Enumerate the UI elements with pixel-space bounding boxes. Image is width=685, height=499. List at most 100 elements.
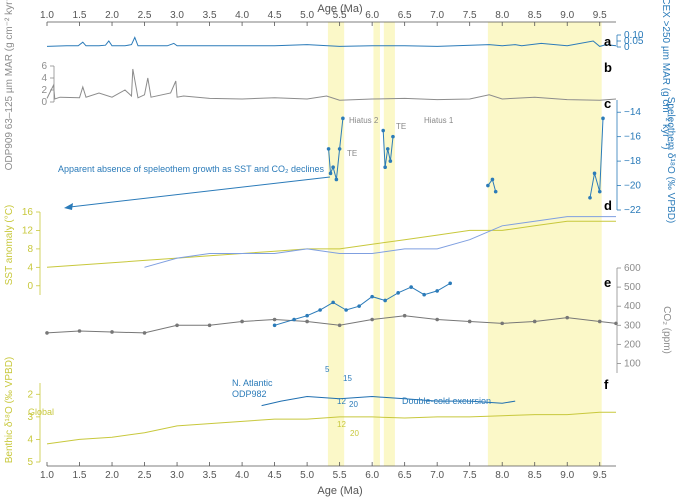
x-tick-label: 4.5: [268, 10, 282, 21]
panel-f-letter: f: [604, 377, 609, 392]
panel-e-point: [383, 298, 387, 303]
panel-e-point: [207, 323, 212, 328]
x-tick-label: 5.0: [300, 470, 314, 481]
x-tick-label: 9.5: [593, 10, 607, 21]
panel-a-ylabel: ACEX >250 µm MAR (g cm⁻² kyr⁻¹): [660, 0, 671, 149]
panel-b-letter: b: [604, 60, 612, 75]
panel-c-point: [391, 134, 395, 139]
panel-e-y-tick-label: 500: [624, 282, 641, 293]
panel-e-point: [532, 319, 537, 324]
panel-e-point: [344, 308, 348, 312]
x-tick-label: 3.5: [203, 10, 217, 21]
shaded-interval-0: [327, 22, 345, 466]
panel-f-y-tick-label: 3: [27, 412, 33, 423]
panel-d-y-tick-label: 8: [27, 244, 33, 255]
x-tick-label: 8.0: [495, 470, 509, 481]
x-tick-label: 2.5: [138, 470, 152, 481]
x-tick-label: 8.5: [528, 470, 542, 481]
panel-e-ylabel: CO₂ (ppm): [661, 306, 672, 354]
x-tick-label: 9.0: [560, 470, 574, 481]
panel-e-point: [565, 315, 570, 320]
label-site: ODP982: [232, 389, 267, 399]
panel-e-point: [305, 319, 309, 324]
panel-e-point: [396, 291, 400, 295]
x-tick-label: 7.0: [430, 470, 444, 481]
x-tick-label: 9.5: [593, 470, 607, 481]
x-tick-label: 4.0: [235, 10, 249, 21]
panel-e-y-tick-label: 600: [624, 263, 641, 274]
x-tick-label: 1.0: [40, 10, 54, 21]
panel-b-y-tick-label: 2: [41, 85, 47, 96]
shaded-intervals: [327, 22, 602, 466]
panel-c-point: [592, 171, 597, 176]
panel-c-point: [326, 147, 331, 151]
panel-e-point: [467, 319, 472, 324]
panel-d-y-tick-label: 16: [22, 207, 34, 218]
panel-c-letter: c: [604, 96, 611, 111]
panel-e-point: [597, 319, 602, 324]
panel-e-y-tick-label: 400: [624, 301, 641, 312]
growth-note-arrowhead: [64, 203, 73, 210]
panel-e-point: [614, 321, 618, 326]
panel-e-point: [77, 329, 82, 333]
panel-e-point: [272, 323, 277, 328]
panel-c-series-0: [328, 118, 344, 180]
shaded-interval-2: [383, 22, 395, 466]
x-tick-label: 5.0: [300, 10, 314, 21]
panel-e-point: [142, 331, 147, 335]
panel-d-ylabel: SST anomaly (°C): [4, 205, 15, 286]
panel-a-y-tick-label: 0.05: [624, 36, 644, 47]
x-tick-label: 3.5: [203, 470, 217, 481]
label-excursion: Double-cold excursion: [402, 396, 491, 406]
panel-e: 100 200 300 400 500 600: [45, 263, 641, 373]
x-tick-label: 4.0: [235, 470, 249, 481]
x-tick-label: 3.0: [170, 10, 184, 21]
panel-a-y-tick-label: 0: [624, 42, 630, 53]
x-tick-label: 1.5: [73, 470, 87, 481]
growth-note: Apparent absence of speleothem growth as…: [58, 164, 324, 174]
stage-label-12: 12: [337, 397, 346, 406]
panel-d-letter: d: [604, 198, 612, 213]
annotation-hiatus-1: Hiatus 1: [424, 116, 454, 125]
panel-a: 00.050.10: [46, 30, 644, 53]
panel-e-point: [305, 313, 309, 318]
label-global: Global: [28, 407, 54, 417]
x-tick-label: 8.5: [528, 10, 542, 21]
panels: 00.050.100246−14−16−18−20−22048121610020…: [22, 30, 644, 468]
label-natl: N. Atlantic: [232, 378, 273, 388]
panel-e-point: [435, 289, 439, 293]
stage-label-12-global: 12: [337, 420, 346, 429]
panel-b-y-tick-label: 4: [41, 73, 47, 84]
panel-e-point: [337, 323, 342, 328]
stage-label-20: 20: [349, 400, 358, 409]
panel-e-point: [435, 317, 439, 322]
panel-c-point: [341, 116, 345, 121]
x-tick-label: 5.5: [333, 10, 347, 21]
panel-e-letter: e: [604, 275, 611, 290]
annotation-hiatus-2: Hiatus 2: [349, 116, 379, 125]
panel-c-point: [588, 195, 592, 200]
panel-d-series-0: [46, 220, 616, 268]
panel-e-point: [370, 317, 374, 322]
x-axis-label-bottom: Age (Ma): [317, 485, 362, 497]
x-tick-label: 2.0: [105, 470, 119, 481]
x-tick-label: 2.5: [138, 10, 152, 21]
panel-f-ylabel: Benthic δ¹⁸O (‰ VPBD): [4, 357, 15, 463]
stage-label-20-global: 20: [350, 429, 359, 438]
panel-f-series-0: [46, 411, 616, 445]
panel-d-y-tick-label: 12: [22, 225, 34, 236]
shaded-interval-3: [487, 22, 602, 466]
x-tick-label: 6.0: [365, 10, 379, 21]
x-tick-label: 1.5: [73, 10, 87, 21]
panel-e-point: [500, 321, 505, 326]
annotation-te-1: TE: [347, 149, 357, 158]
panel-e-point: [402, 313, 407, 318]
panel-c-series-3: [589, 118, 604, 198]
panel-c-point: [388, 159, 393, 163]
x-tick-label: 1.0: [40, 470, 54, 481]
panel-e-series-1: [274, 282, 451, 326]
x-tick-label: 5.5: [333, 470, 347, 481]
panel-a-letter: a: [604, 34, 612, 49]
